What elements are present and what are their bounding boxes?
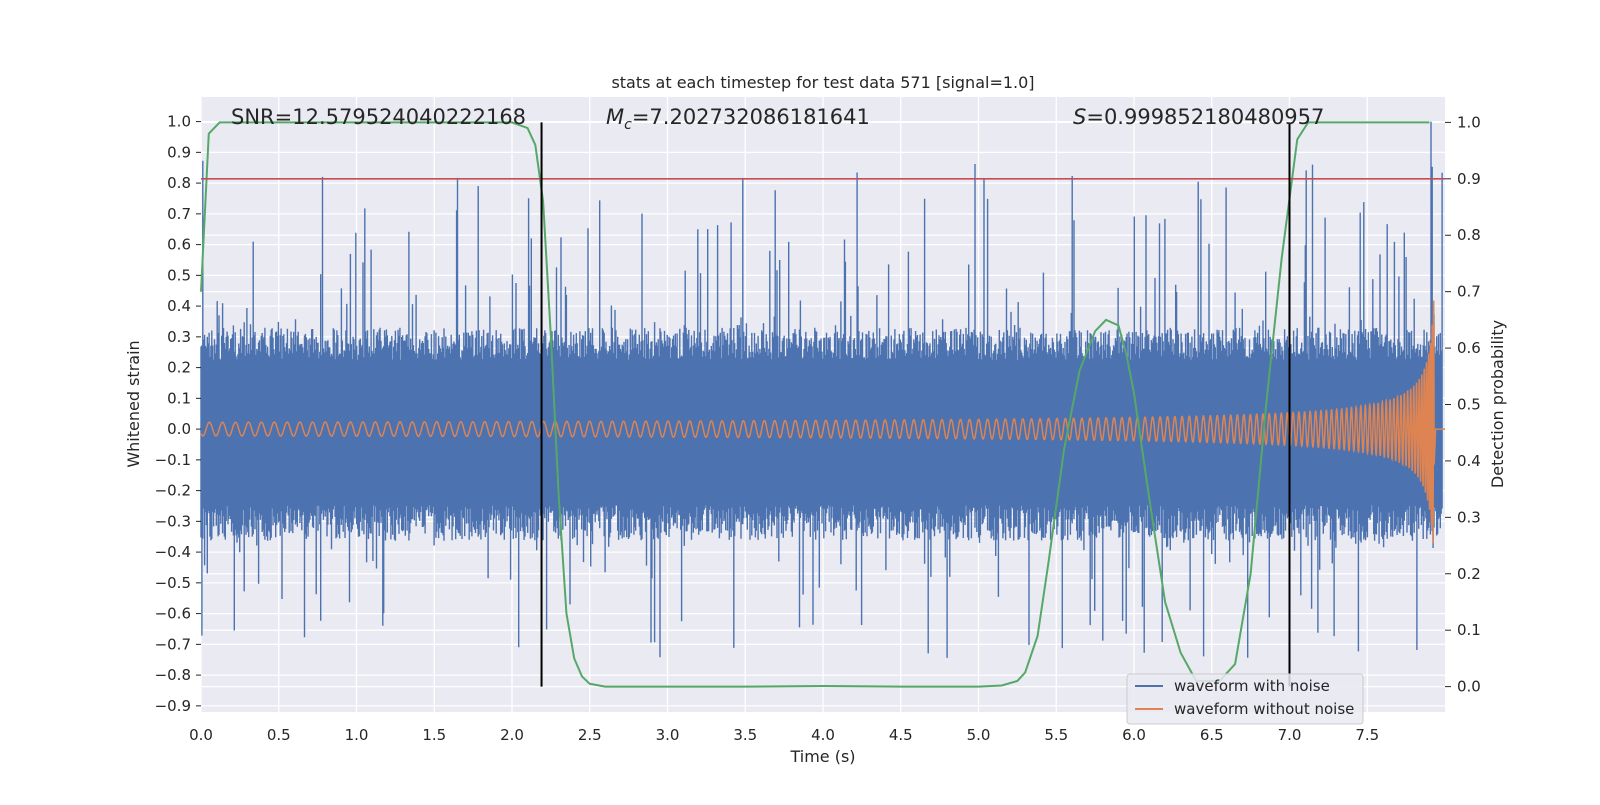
y2-tick-label: 0.5 <box>1457 396 1481 414</box>
x-tick-label: 6.0 <box>1122 726 1146 744</box>
y2-tick-label: 0.4 <box>1457 452 1481 470</box>
x-tick-label: 3.5 <box>733 726 757 744</box>
y2-tick-label: 0.3 <box>1457 508 1481 526</box>
y-tick-label: 0.6 <box>167 236 191 254</box>
y-tick-label: −0.5 <box>155 574 191 592</box>
chart-title: stats at each timestep for test data 571… <box>611 73 1034 92</box>
y2-tick-label: 0.8 <box>1457 226 1481 244</box>
y-tick-label: −0.3 <box>155 512 191 530</box>
legend-box <box>1126 673 1364 725</box>
y-tick-label: −0.4 <box>155 543 191 561</box>
y-tick-label: −0.2 <box>155 482 191 500</box>
chirp-mass-symbol: M <box>606 105 624 129</box>
x-tick-label: 2.0 <box>500 726 524 744</box>
chirp-mass-subscript: c <box>624 117 632 133</box>
legend-label-waveform-with-noise: waveform with noise <box>1174 677 1330 695</box>
legend: waveform with noise waveform without noi… <box>1126 673 1364 725</box>
legend-label-waveform-without-noise: waveform without noise <box>1174 700 1354 718</box>
y2-tick-label: 0.2 <box>1457 565 1481 583</box>
s-value: =0.999852180480957 <box>1086 105 1324 129</box>
x-tick-label: 7.5 <box>1355 726 1379 744</box>
x-tick-label: 0.0 <box>189 726 213 744</box>
chirp-mass-annotation: Mc=7.202732086181641 <box>606 105 870 133</box>
y-tick-label: 0.4 <box>167 297 191 315</box>
x-axis-label: Time (s) <box>789 747 855 766</box>
x-tick-label: 5.0 <box>967 726 991 744</box>
y-axis-label: Whitened strain <box>124 340 143 467</box>
x-tick-label: 4.5 <box>889 726 913 744</box>
y2-tick-label: 0.7 <box>1457 283 1481 301</box>
x-tick-label: 2.5 <box>578 726 602 744</box>
y-tick-label: 0.1 <box>167 389 191 407</box>
x-tick-label: 6.5 <box>1200 726 1224 744</box>
series-waveform-without-noise <box>200 300 1445 544</box>
y-tick-label: 0.9 <box>167 143 191 161</box>
ticks-layer: 0.0 0.5 1.0 1.5 2.0 2.5 3.0 3.5 4.0 4.5 5.0 5.5 6.0 6… <box>155 113 1481 744</box>
y-tick-label: 0.8 <box>167 174 191 192</box>
y-tick-label: 1.0 <box>167 113 191 131</box>
y2-tick-label: 0.6 <box>1457 339 1481 357</box>
y-tick-label: −0.7 <box>155 635 191 653</box>
reference-lines-layer <box>200 121 1445 688</box>
y-tick-label: −0.8 <box>155 666 191 684</box>
y-tick-label: 0.2 <box>167 359 191 377</box>
x-tick-label: 5.5 <box>1044 726 1068 744</box>
y2-tick-label: 1.0 <box>1457 113 1481 131</box>
y2-tick-label: 0.0 <box>1457 678 1481 696</box>
snr-annotation: SNR=12.579524040222168 <box>231 105 526 129</box>
y-tick-label: 0.3 <box>167 328 191 346</box>
y-tick-label: −0.6 <box>155 605 191 623</box>
y2-axis-label: Detection probability <box>1488 320 1507 488</box>
x-tick-label: 0.5 <box>267 726 291 744</box>
x-tick-label: 1.5 <box>422 726 446 744</box>
y-tick-label: −0.9 <box>155 697 191 715</box>
y2-tick-label: 0.9 <box>1457 170 1481 188</box>
y-tick-label: 0.7 <box>167 205 191 223</box>
y2-tick-label: 0.1 <box>1457 621 1481 639</box>
x-tick-label: 1.0 <box>345 726 369 744</box>
y-tick-label: −0.1 <box>155 451 191 469</box>
s-annotation: S=0.999852180480957 <box>1073 105 1324 129</box>
s-symbol: S <box>1073 105 1086 129</box>
x-tick-label: 7.0 <box>1278 726 1302 744</box>
x-tick-label: 4.0 <box>811 726 835 744</box>
series-layer <box>200 121 1445 658</box>
y-tick-label: 0.5 <box>167 266 191 284</box>
y-tick-label: 0.0 <box>167 420 191 438</box>
x-tick-label: 3.0 <box>656 726 680 744</box>
chirp-mass-value: =7.202732086181641 <box>632 105 870 129</box>
series-detection-probability <box>200 121 1430 688</box>
